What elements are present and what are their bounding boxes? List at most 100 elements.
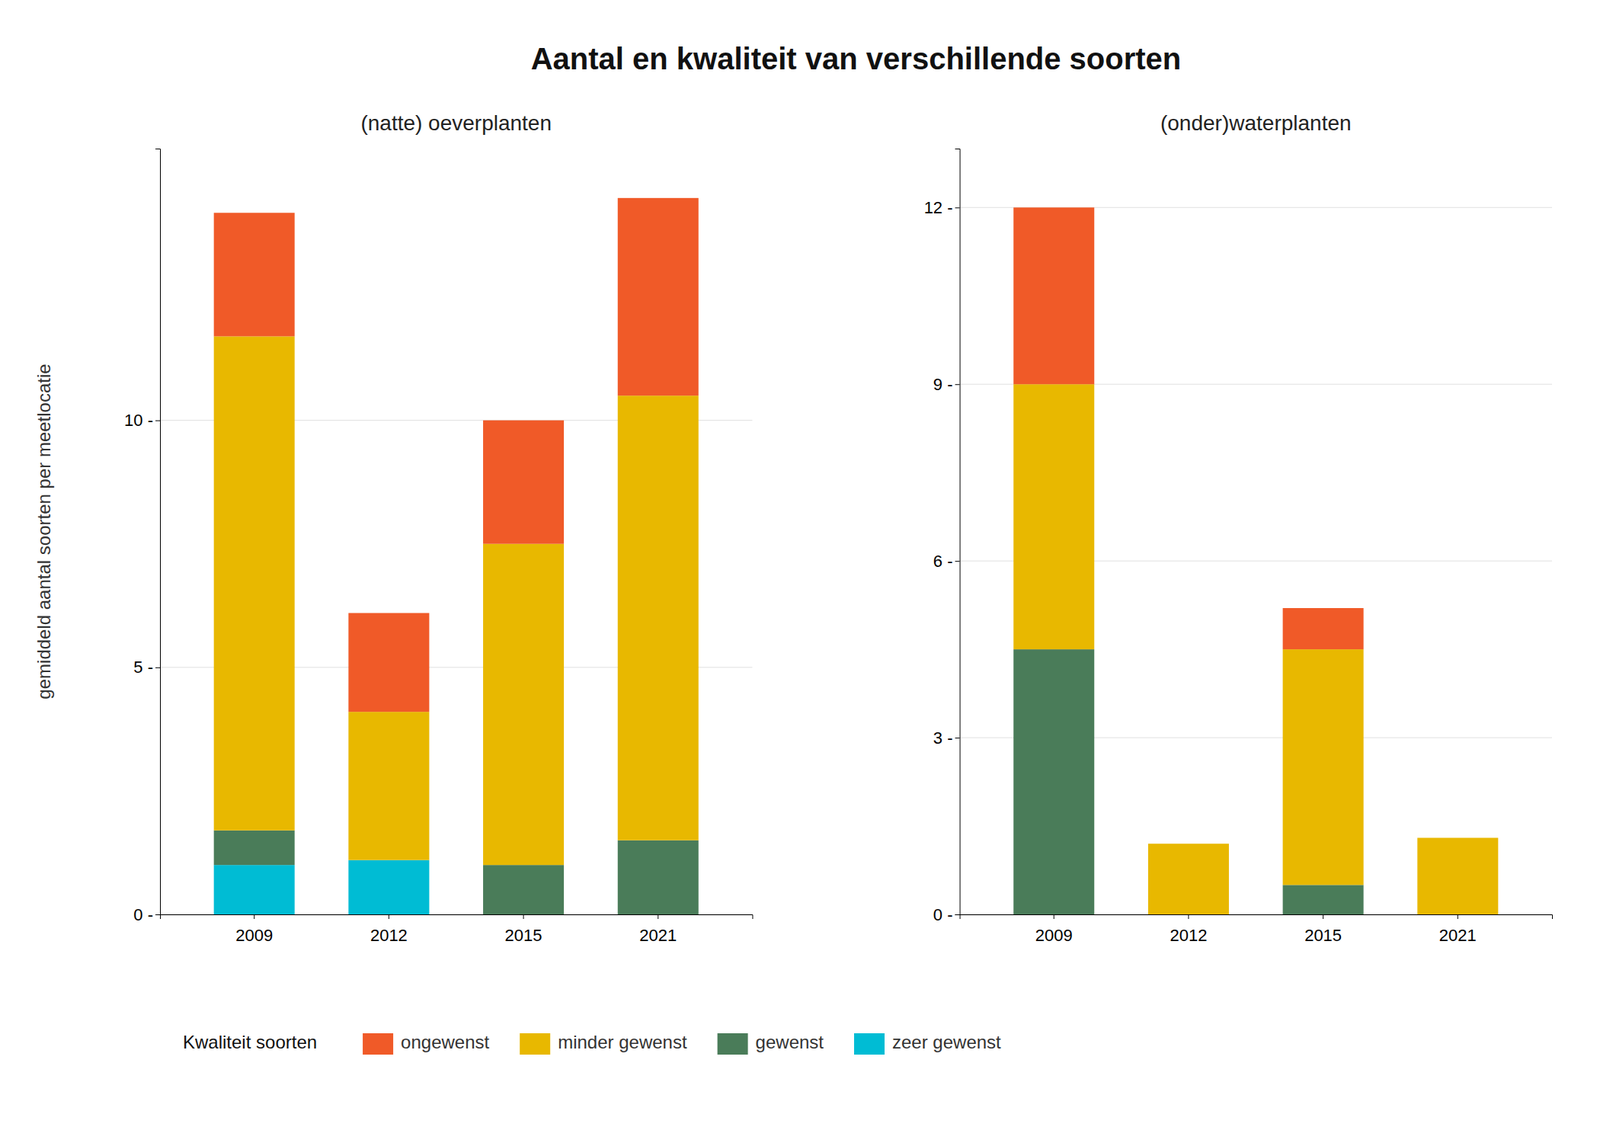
- x-axis-line: [960, 915, 1552, 920]
- y-axis: 0 - 3 - 6 - 9 - 12 -: [924, 149, 960, 925]
- legend-swatch: [519, 1033, 551, 1055]
- subtitle: (onder)waterplanten: [1160, 111, 1352, 135]
- y-tick-label: 6 -: [933, 551, 954, 571]
- bars: [1013, 207, 1498, 915]
- x-tick: 2009: [1035, 914, 1073, 945]
- legend-swatch: [362, 1033, 394, 1055]
- x-tick-mark: [388, 914, 390, 919]
- bar: [1283, 608, 1364, 650]
- panel: 2009 2012 2015 2021 0 - 3 - 6 - 9 - 12 - (onder)w…: [924, 111, 1553, 945]
- legend-item: gewenst: [717, 1031, 825, 1055]
- legend: Kwaliteit soorten ongewenst minder gewenst…: [182, 1031, 1002, 1055]
- series: [214, 198, 699, 712]
- legend-label: zeer gewenst: [892, 1031, 1002, 1053]
- y-tick-mark: [955, 560, 960, 562]
- y-tick: 0 -: [133, 905, 160, 925]
- y-tick: 0 -: [933, 905, 960, 925]
- x-tick-label: 2015: [1304, 925, 1342, 945]
- series: [1013, 384, 1498, 915]
- x-tick-mark: [1457, 914, 1459, 919]
- y-axis-title: gemiddeld aantal soorten per meetlocatie: [33, 363, 55, 699]
- bar: [1283, 649, 1364, 885]
- legend-title: Kwaliteit soorten: [182, 1031, 317, 1053]
- x-tick: 2012: [1169, 914, 1207, 945]
- chart: Aantal en kwaliteit van verschillende so…: [0, 0, 1600, 1143]
- bar: [617, 840, 699, 915]
- legend-swatch: [717, 1033, 749, 1055]
- y-tick-label: 9 -: [933, 374, 954, 394]
- series: [1013, 649, 1364, 915]
- bar: [617, 198, 699, 396]
- bar: [1148, 843, 1229, 845]
- grid: [960, 207, 1552, 915]
- y-axis-line: [955, 149, 961, 916]
- legend-label: gewenst: [755, 1031, 825, 1053]
- y-tick-mark: [955, 914, 960, 916]
- series: [214, 336, 699, 865]
- x-tick: 2021: [639, 914, 677, 945]
- y-tick-mark: [955, 737, 960, 739]
- x-tick: 2015: [1304, 914, 1342, 945]
- bars: [214, 198, 699, 915]
- series: [214, 830, 699, 915]
- x-tick-mark: [1187, 914, 1189, 919]
- x-tick-label: 2021: [639, 925, 677, 945]
- x-tick: 2015: [505, 914, 543, 945]
- x-tick-label: 2009: [235, 925, 273, 945]
- bar: [214, 864, 295, 915]
- x-tick-mark: [253, 914, 255, 919]
- y-tick-label: 12 -: [924, 198, 954, 218]
- y-tick: 6 -: [933, 551, 960, 571]
- y-tick-mark: [155, 914, 160, 916]
- bar: [483, 420, 564, 544]
- series: [214, 860, 430, 915]
- y-tick: 3 -: [933, 728, 960, 748]
- bar: [483, 544, 564, 865]
- y-tick: 5 -: [133, 657, 160, 677]
- bar: [1148, 843, 1229, 915]
- title: Aantal en kwaliteit van verschillende so…: [531, 41, 1182, 76]
- y-tick-mark: [955, 384, 960, 385]
- bar: [1417, 837, 1498, 839]
- bar: [348, 860, 429, 915]
- x-tick-label: 2012: [370, 925, 408, 945]
- y-tick: 12 -: [924, 198, 960, 218]
- y-tick: 9 -: [933, 374, 960, 394]
- bar: [214, 336, 295, 830]
- legend-item: zeer gewenst: [854, 1031, 1002, 1055]
- y-tick-label: 0 -: [133, 905, 154, 925]
- x-axis: 2009 2012 2015 2021: [960, 914, 1552, 945]
- y-tick-mark: [955, 207, 960, 208]
- x-tick-label: 2009: [1035, 925, 1073, 945]
- x-tick: 2021: [1439, 914, 1477, 945]
- x-tick-mark: [523, 914, 525, 919]
- x-tick: 2009: [235, 914, 273, 945]
- y-tick-mark: [155, 667, 160, 669]
- legend-label: minder gewenst: [557, 1031, 688, 1053]
- x-tick-label: 2015: [505, 925, 543, 945]
- y-tick-label: 0 -: [933, 905, 954, 925]
- legend-label: ongewenst: [400, 1031, 490, 1053]
- x-tick-mark: [1053, 914, 1055, 919]
- legend-swatch: [854, 1033, 885, 1055]
- bar: [617, 395, 699, 841]
- y-tick-label: 3 -: [933, 728, 954, 748]
- bar: [1013, 384, 1095, 650]
- x-tick-label: 2012: [1169, 925, 1207, 945]
- y-tick-label: 5 -: [133, 657, 154, 677]
- y-axis: 0 - 5 - 10 -: [124, 149, 160, 925]
- legend-item: ongewenst: [362, 1031, 490, 1055]
- bar: [214, 212, 295, 336]
- bar: [483, 864, 564, 915]
- panel: 2009 2012 2015 2021 0 - 5 - 10 - (natte) oeverp…: [124, 111, 753, 945]
- x-tick-mark: [657, 914, 659, 919]
- x-tick-mark: [1322, 914, 1324, 919]
- x-tick-label: 2021: [1439, 925, 1477, 945]
- y-tick: 10 -: [124, 410, 160, 430]
- x-axis: 2009 2012 2015 2021: [160, 914, 753, 945]
- y-tick-label: 10 -: [124, 410, 154, 430]
- bar: [214, 830, 295, 865]
- subtitle: (natte) oeverplanten: [360, 111, 552, 135]
- x-tick: 2012: [370, 914, 408, 945]
- x-axis-line: [160, 915, 753, 920]
